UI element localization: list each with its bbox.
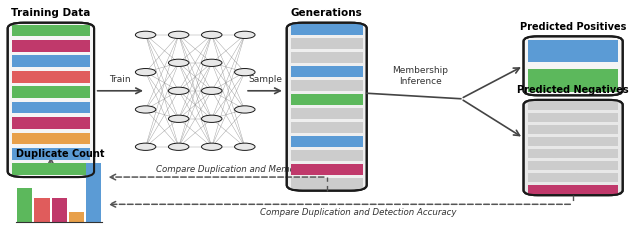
Text: Sample: Sample [248, 75, 282, 84]
Bar [12, 117, 90, 129]
FancyBboxPatch shape [524, 36, 623, 95]
Bar [12, 71, 90, 83]
Bar [12, 102, 90, 114]
Bar [52, 198, 67, 222]
Bar [291, 178, 363, 189]
Text: Predicted Positives: Predicted Positives [520, 22, 627, 32]
FancyBboxPatch shape [287, 23, 367, 191]
Bar [529, 137, 618, 146]
Circle shape [136, 143, 156, 150]
Bar [35, 198, 49, 222]
Bar [291, 38, 363, 49]
Circle shape [168, 87, 189, 94]
Circle shape [168, 31, 189, 38]
Text: Duplicate Count: Duplicate Count [16, 149, 104, 159]
Bar [12, 55, 90, 67]
Circle shape [136, 69, 156, 76]
Text: Predicted Negatives: Predicted Negatives [517, 85, 629, 95]
Bar [291, 108, 363, 119]
Bar [86, 163, 101, 222]
Bar [291, 136, 363, 147]
Bar [529, 161, 618, 170]
Circle shape [235, 31, 255, 38]
Bar [12, 133, 90, 144]
Bar [12, 86, 90, 98]
Circle shape [202, 143, 222, 150]
Circle shape [202, 59, 222, 67]
Bar [529, 149, 618, 158]
Bar [529, 185, 618, 194]
Bar [291, 52, 363, 63]
Bar [529, 69, 618, 92]
Circle shape [235, 69, 255, 76]
Circle shape [168, 143, 189, 150]
Bar [12, 25, 90, 36]
Bar [291, 24, 363, 35]
Text: Generations: Generations [291, 8, 363, 18]
Text: Train: Train [109, 75, 131, 84]
Bar [529, 125, 618, 134]
FancyBboxPatch shape [8, 23, 94, 177]
Circle shape [202, 31, 222, 38]
Circle shape [235, 143, 255, 150]
Bar [291, 164, 363, 175]
Circle shape [202, 115, 222, 122]
Bar [17, 188, 32, 222]
Bar [12, 163, 90, 175]
Bar [529, 101, 618, 110]
Bar [291, 80, 363, 91]
Circle shape [168, 115, 189, 122]
Text: Compare Duplication and Memorization: Compare Duplication and Memorization [156, 165, 327, 174]
Bar [12, 148, 90, 160]
Circle shape [202, 87, 222, 94]
Bar [12, 40, 90, 52]
Text: Training Data: Training Data [11, 8, 91, 18]
Circle shape [235, 106, 255, 113]
Bar [291, 122, 363, 133]
FancyBboxPatch shape [524, 100, 623, 195]
Circle shape [168, 59, 189, 67]
Bar [69, 212, 84, 222]
Circle shape [136, 106, 156, 113]
Bar [529, 40, 618, 62]
Text: Compare Duplication and Detection Accuracy: Compare Duplication and Detection Accura… [260, 208, 457, 217]
Bar [529, 173, 618, 182]
Circle shape [136, 31, 156, 38]
Bar [291, 94, 363, 105]
Bar [291, 66, 363, 77]
Bar [529, 113, 618, 122]
Bar [291, 150, 363, 161]
Text: Membership
Inference: Membership Inference [392, 66, 448, 86]
